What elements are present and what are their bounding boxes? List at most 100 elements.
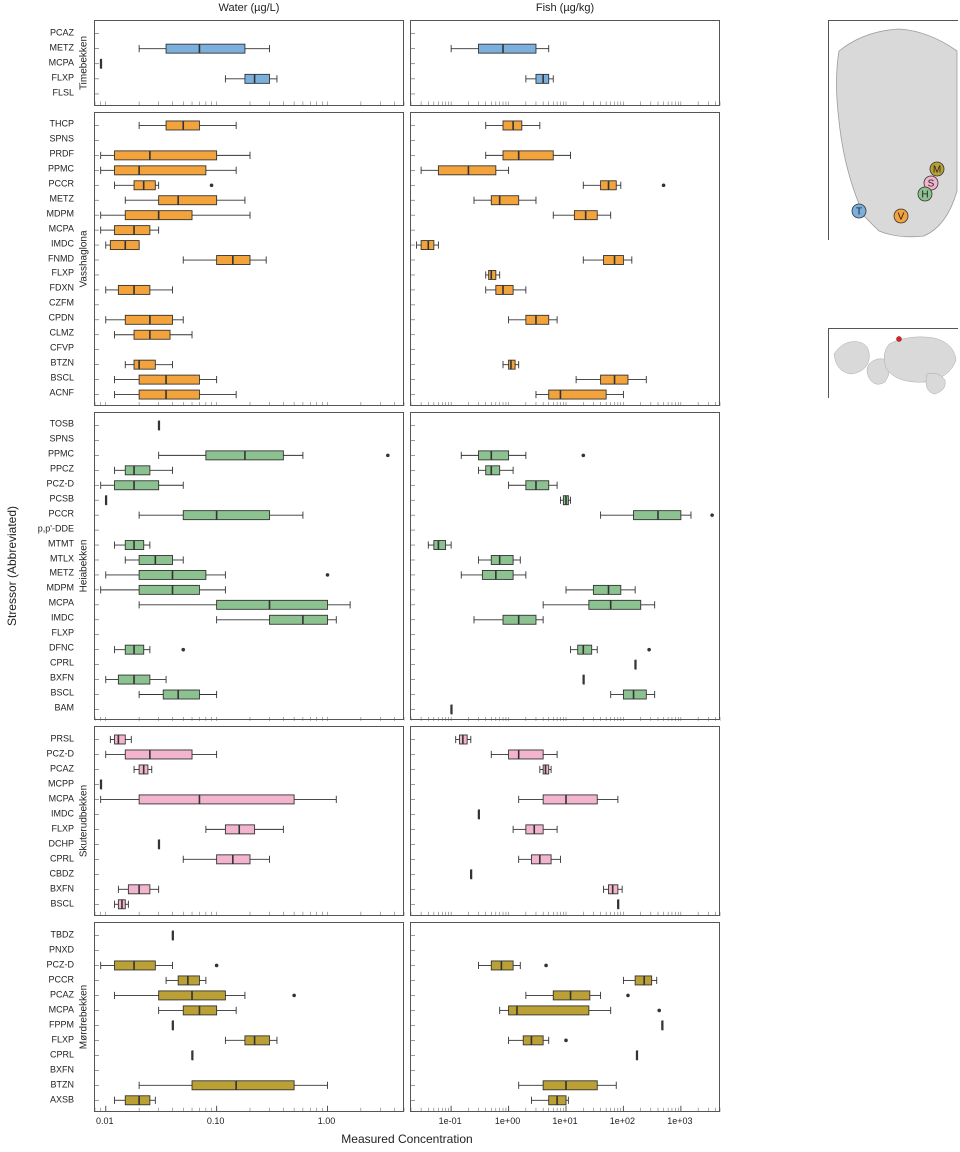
- x-tick-label: 1e+01: [552, 1116, 577, 1126]
- y-tick-label: ACNF: [24, 389, 74, 398]
- y-tick-label: MDPM: [24, 209, 74, 218]
- column-header: Fish (µg/kg): [410, 2, 720, 14]
- y-tick-label: MCPA: [24, 599, 74, 608]
- y-tick-label: CLMZ: [24, 329, 74, 338]
- facet-panel: [410, 112, 720, 406]
- y-tick-label: PCZ-D: [24, 749, 74, 758]
- svg-text:H: H: [921, 190, 928, 201]
- facet-panel: [94, 726, 404, 916]
- y-tick-label: FLXP: [24, 73, 74, 82]
- facet-panel: [410, 922, 720, 1112]
- row-facet-label: Timebekken: [79, 36, 90, 90]
- y-tick-label: BXFN: [24, 674, 74, 683]
- svg-text:V: V: [898, 212, 905, 223]
- y-tick-label: CPRL: [24, 659, 74, 668]
- y-tick-label: FLXP: [24, 1035, 74, 1044]
- facet-panel: [410, 412, 720, 721]
- x-tick-label: 1e+03: [667, 1116, 692, 1126]
- y-tick-label: DCHP: [24, 839, 74, 848]
- y-tick-label: PRDF: [24, 149, 74, 158]
- y-tick-label: CZFM: [24, 299, 74, 308]
- x-axis-title: Measured Concentration: [94, 1132, 720, 1146]
- facet-panel: [410, 20, 720, 106]
- y-tick-label: PCZ-D: [24, 479, 74, 488]
- y-tick-label: CPRL: [24, 1050, 74, 1059]
- y-tick-label: IMDC: [24, 809, 74, 818]
- y-tick-label: MCPA: [24, 1005, 74, 1014]
- y-tick-label: PPMC: [24, 449, 74, 458]
- y-tick-label: MCPA: [24, 224, 74, 233]
- map-inset: [828, 328, 958, 398]
- x-tick-label: 1.00: [318, 1116, 336, 1126]
- y-tick-label: FLXP: [24, 824, 74, 833]
- y-tick-label: METZ: [24, 569, 74, 578]
- y-tick-label: MTMT: [24, 539, 74, 548]
- y-tick-label: FPPM: [24, 1020, 74, 1029]
- y-tick-label: FLXP: [24, 629, 74, 638]
- y-tick-label: BAM: [24, 703, 74, 712]
- facet-panel: [94, 20, 404, 106]
- svg-text:M: M: [933, 165, 941, 176]
- y-tick-label: PNXD: [24, 945, 74, 954]
- y-tick-label: MCPP: [24, 779, 74, 788]
- y-tick-label: PCCR: [24, 179, 74, 188]
- y-tick-label: MDPM: [24, 584, 74, 593]
- y-tick-label: TBDZ: [24, 930, 74, 939]
- facet-panel: [94, 412, 404, 721]
- x-tick-label: 0.10: [207, 1116, 225, 1126]
- y-tick-label: p,p'-DDE: [24, 524, 74, 533]
- y-tick-label: FLXP: [24, 269, 74, 278]
- y-tick-label: PCAZ: [24, 28, 74, 37]
- y-tick-label: PCAZ: [24, 764, 74, 773]
- y-tick-label: TOSB: [24, 420, 74, 429]
- svg-text:T: T: [856, 207, 862, 218]
- y-tick-label: BTZN: [24, 1080, 74, 1089]
- y-tick-label: BXFN: [24, 884, 74, 893]
- y-tick-label: BSCL: [24, 899, 74, 908]
- y-tick-label: CPRL: [24, 854, 74, 863]
- row-facet-label: Heiabekken: [79, 540, 90, 593]
- x-tick-label: 1e+02: [610, 1116, 635, 1126]
- y-tick-label: BSCL: [24, 374, 74, 383]
- y-tick-label: CPDN: [24, 314, 74, 323]
- y-tick-label: FDXN: [24, 284, 74, 293]
- y-tick-label: DFNC: [24, 644, 74, 653]
- y-tick-label: CBDZ: [24, 869, 74, 878]
- y-tick-label: MCPA: [24, 794, 74, 803]
- y-tick-label: FLSL: [24, 88, 74, 97]
- facet-panel: [410, 726, 720, 916]
- facet-panel: [94, 922, 404, 1112]
- y-axis-title: Stressor (Abbreviated): [5, 506, 19, 626]
- y-tick-label: BXFN: [24, 1065, 74, 1074]
- y-tick-label: PCCR: [24, 509, 74, 518]
- y-tick-label: PCZ-D: [24, 960, 74, 969]
- x-tick-label: 0.01: [96, 1116, 114, 1126]
- row-facet-label: Skuterudbekken: [79, 785, 90, 857]
- y-tick-label: IMDC: [24, 239, 74, 248]
- y-tick-label: AXSB: [24, 1095, 74, 1104]
- y-tick-label: SPNS: [24, 434, 74, 443]
- y-tick-label: PPCZ: [24, 464, 74, 473]
- y-tick-label: BSCL: [24, 689, 74, 698]
- column-header: Water (µg/L): [94, 2, 404, 14]
- map-region: MSHTV: [828, 20, 958, 240]
- y-tick-label: CFVP: [24, 344, 74, 353]
- row-facet-label: Mørdrebekken: [79, 985, 90, 1049]
- y-tick-label: SPNS: [24, 134, 74, 143]
- y-tick-label: PCAZ: [24, 990, 74, 999]
- y-tick-label: MTLX: [24, 554, 74, 563]
- x-tick-label: 1e-01: [439, 1116, 462, 1126]
- y-tick-label: IMDC: [24, 614, 74, 623]
- y-tick-label: PCSB: [24, 494, 74, 503]
- y-tick-label: METZ: [24, 43, 74, 52]
- y-tick-label: BTZN: [24, 359, 74, 368]
- y-tick-label: PCCR: [24, 975, 74, 984]
- x-tick-label: 1e+00: [495, 1116, 520, 1126]
- row-facet-label: Vasshaglona: [79, 230, 90, 287]
- facet-panel: [94, 112, 404, 406]
- y-tick-label: MCPA: [24, 58, 74, 67]
- y-tick-label: PPMC: [24, 164, 74, 173]
- y-tick-label: METZ: [24, 194, 74, 203]
- y-tick-label: FNMD: [24, 254, 74, 263]
- y-tick-label: PRSL: [24, 734, 74, 743]
